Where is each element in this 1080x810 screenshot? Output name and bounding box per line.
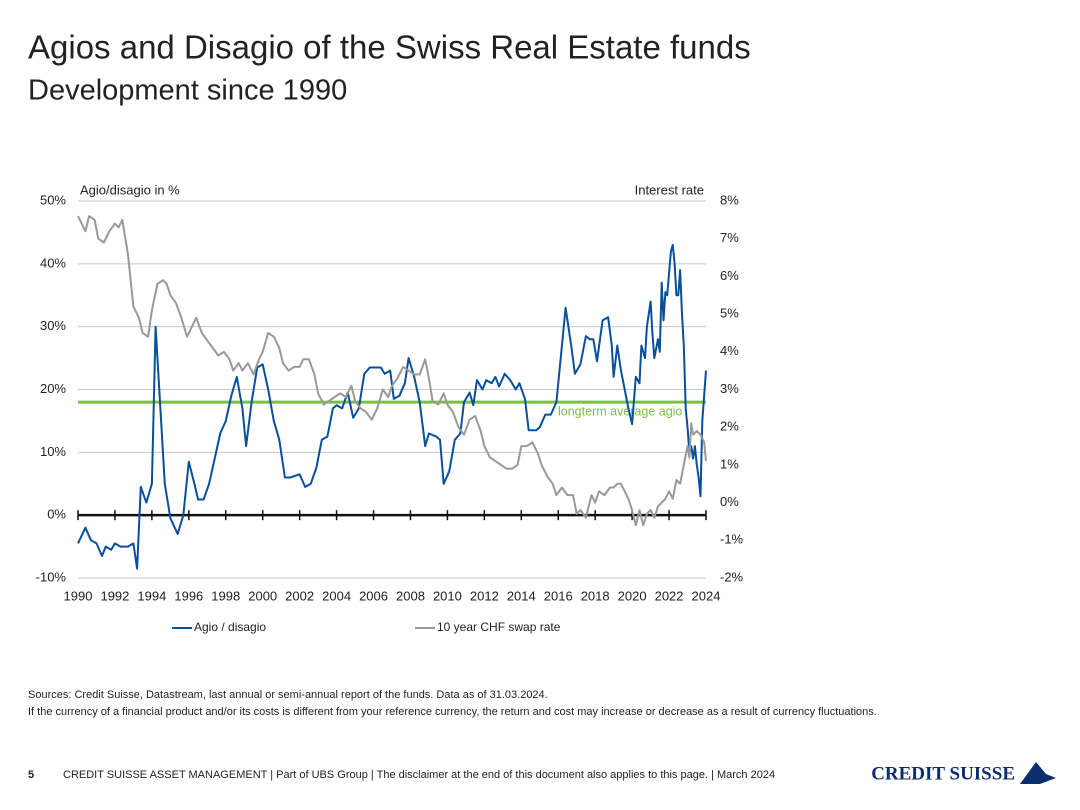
x-tick-label: 2018 [581, 588, 610, 603]
x-tick-label: 2006 [359, 588, 388, 603]
y2-tick-label: 7% [720, 230, 739, 245]
x-tick-label: 1996 [174, 588, 203, 603]
y2-tick-label: -1% [720, 532, 744, 547]
x-tick-label: 2012 [470, 588, 499, 603]
y2-tick-label: 6% [720, 268, 739, 283]
legend-label: 10 year CHF swap rate [437, 620, 561, 634]
y2-tick-label: 0% [720, 494, 739, 509]
y2-axis-label: Interest rate [635, 182, 704, 197]
y2-tick-label: 2% [720, 419, 739, 434]
y-tick-label: 10% [40, 444, 66, 459]
y-tick-label: 0% [47, 507, 66, 522]
logo-text: CREDIT SUISSE [871, 763, 1015, 784]
y-tick-label: -10% [36, 569, 67, 584]
x-tick-label: 1998 [211, 588, 240, 603]
y-tick-label: 30% [40, 318, 66, 333]
x-tick-label: 2014 [507, 588, 536, 603]
x-tick-label: 1992 [100, 588, 129, 603]
x-tick-label: 2022 [655, 588, 684, 603]
y-tick-label: 20% [40, 381, 66, 396]
x-tick-label: 2016 [544, 588, 573, 603]
series-line [77, 215, 707, 527]
x-tick-label: 2004 [322, 588, 351, 603]
x-tick-label: 2020 [618, 588, 647, 603]
logo-sail [1020, 762, 1056, 784]
disclaimer: If the currency of a financial product a… [28, 706, 877, 718]
y2-tick-label: 1% [720, 456, 739, 471]
x-tick-label: 1990 [64, 588, 93, 603]
y2-tick-label: 3% [720, 381, 739, 396]
legend-label: Agio / disagio [194, 620, 266, 634]
y-axis-label: Agio/disagio in % [80, 182, 180, 197]
subtitle: Development since 1990 [28, 75, 347, 107]
sources: Sources: Credit Suisse, Datastream, last… [28, 689, 548, 701]
x-tick-label: 1994 [137, 588, 166, 603]
page-number: 5 [28, 769, 34, 781]
x-tick-label: 2024 [692, 588, 721, 603]
x-tick-label: 2008 [396, 588, 425, 603]
footer: CREDIT SUISSE ASSET MANAGEMENT | Part of… [63, 769, 775, 781]
plot: -10% 0% 10% 20% 30% 40% 50% -2% -1% 0% 1% 2% 3% 4% 5% 6… [36, 192, 744, 634]
series-line [77, 244, 707, 570]
average-label: longterm average agio [558, 404, 682, 418]
y2-tick-label: 5% [720, 306, 739, 321]
y-tick-label: 50% [40, 192, 66, 207]
y2-tick-label: -2% [720, 569, 744, 584]
title: Agios and Disagio of the Swiss Real Esta… [28, 29, 751, 66]
y2-tick-label: 4% [720, 343, 739, 358]
y2-tick-label: 8% [720, 192, 739, 207]
x-tick-label: 2010 [433, 588, 462, 603]
x-tick-label: 2000 [248, 588, 277, 603]
y-tick-label: 40% [40, 255, 66, 270]
x-tick-label: 2002 [285, 588, 314, 603]
